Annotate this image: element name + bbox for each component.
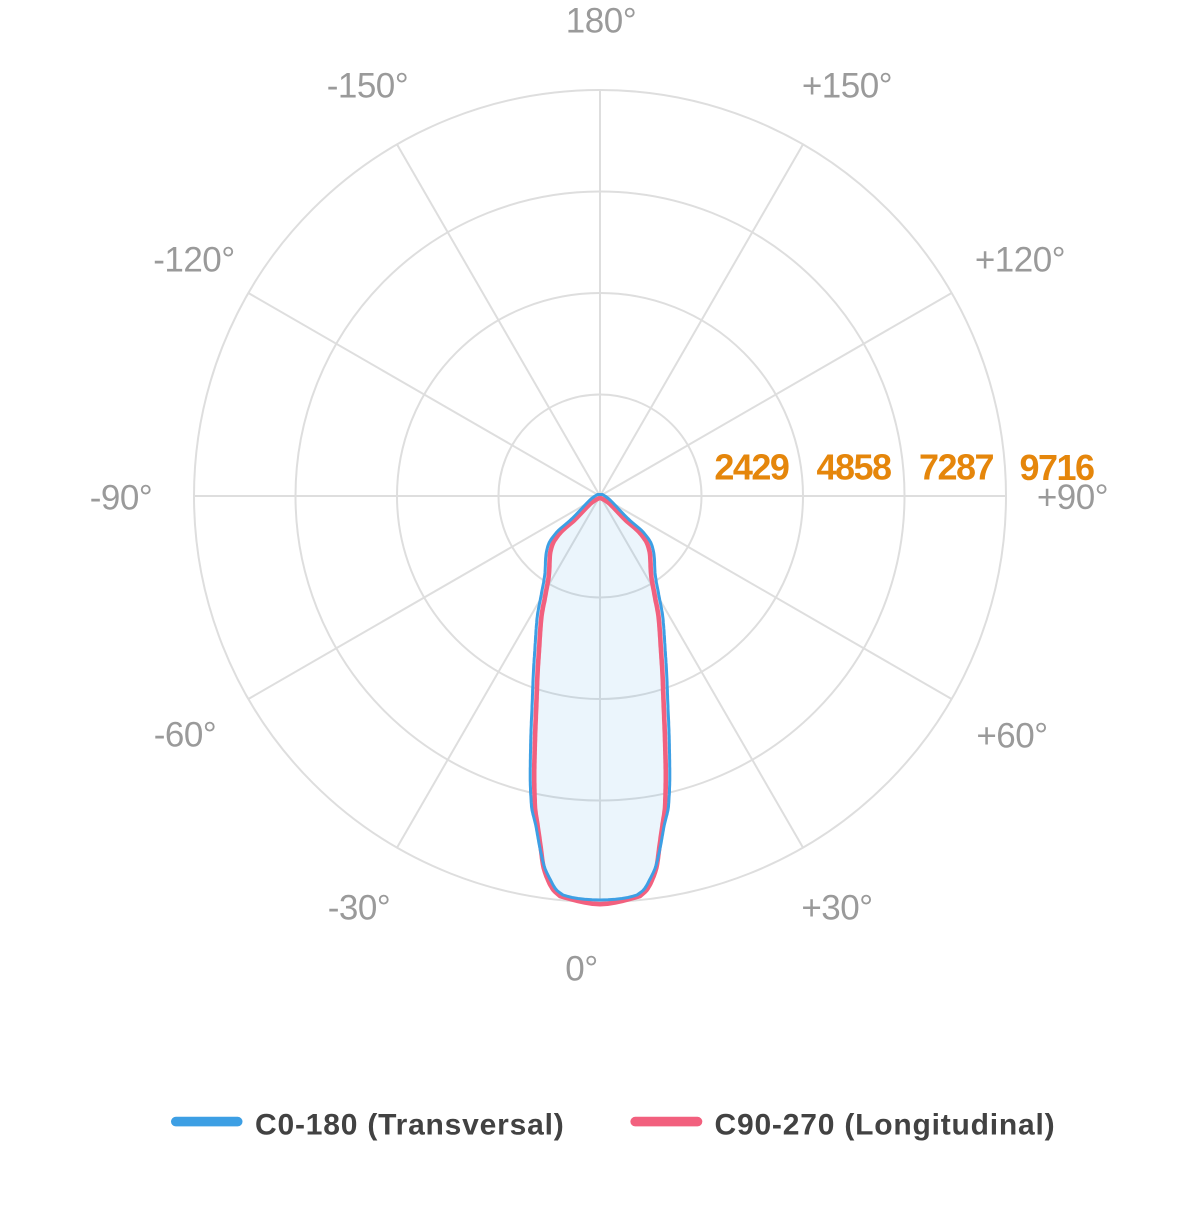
svg-text:+90°: +90° bbox=[1037, 478, 1108, 517]
svg-text:+150°: +150° bbox=[802, 67, 892, 106]
svg-text:-90°: -90° bbox=[90, 479, 153, 518]
svg-text:C0-180 (Transversal): C0-180 (Transversal) bbox=[255, 1109, 565, 1142]
svg-text:-120°: -120° bbox=[153, 241, 235, 280]
svg-text:+120°: +120° bbox=[975, 241, 1065, 280]
svg-text:0°: 0° bbox=[565, 950, 597, 989]
svg-text:4858: 4858 bbox=[816, 447, 891, 488]
svg-text:9716: 9716 bbox=[1019, 447, 1094, 488]
svg-text:180°: 180° bbox=[566, 2, 636, 41]
svg-text:+30°: +30° bbox=[801, 889, 872, 928]
svg-text:-60°: -60° bbox=[154, 716, 217, 755]
svg-text:7287: 7287 bbox=[919, 447, 994, 488]
svg-text:-30°: -30° bbox=[328, 889, 391, 928]
svg-text:-150°: -150° bbox=[327, 67, 409, 106]
svg-text:2429: 2429 bbox=[714, 447, 789, 488]
svg-text:+60°: +60° bbox=[976, 717, 1047, 756]
svg-text:C90-270 (Longitudinal): C90-270 (Longitudinal) bbox=[715, 1109, 1056, 1142]
